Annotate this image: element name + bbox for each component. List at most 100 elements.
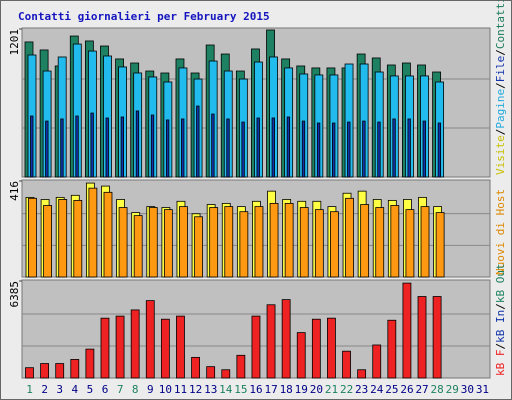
bar xyxy=(437,122,442,178)
bar xyxy=(420,206,430,278)
x-tick-label: 23 xyxy=(355,383,368,396)
bar xyxy=(311,318,321,379)
bar xyxy=(105,117,109,178)
x-tick-label: 19 xyxy=(295,383,308,396)
x-tick-label: 2 xyxy=(41,383,48,396)
x-tick-label: 28 xyxy=(431,383,444,396)
bar xyxy=(25,367,34,379)
bar xyxy=(194,216,203,278)
x-tick-label: 18 xyxy=(280,383,293,396)
bar xyxy=(299,207,309,278)
bar xyxy=(435,212,445,278)
side-label-part: Visite xyxy=(494,135,507,175)
chart-title: Contatti giornalieri per February 2015 xyxy=(18,10,270,23)
bar xyxy=(60,118,64,178)
bar xyxy=(372,344,382,379)
bar xyxy=(135,110,140,178)
side-label: Nuovi di Host xyxy=(494,189,507,275)
x-tick-label: 10 xyxy=(159,383,172,396)
side-label-part: / xyxy=(494,49,507,56)
x-tick-label: 12 xyxy=(189,383,202,396)
bar xyxy=(163,209,173,278)
x-tick-label: 9 xyxy=(147,383,154,396)
bar xyxy=(73,199,83,278)
bar xyxy=(120,116,124,178)
bar xyxy=(332,122,336,178)
bar xyxy=(251,315,261,379)
bar xyxy=(392,118,396,178)
x-tick-label: 16 xyxy=(249,383,262,396)
bar xyxy=(327,317,336,379)
bar xyxy=(286,116,291,178)
x-tick-label: 24 xyxy=(370,383,384,396)
x-tick-label: 25 xyxy=(385,383,398,396)
x-tick-label: 29 xyxy=(446,383,459,396)
side-label-part: / xyxy=(494,129,507,136)
side-label-part: kB In xyxy=(494,310,507,343)
bar xyxy=(179,206,188,278)
side-label-part: kB Out xyxy=(494,263,507,303)
bar xyxy=(284,202,294,278)
bar xyxy=(357,369,367,379)
side-label-part: Nuovi di Host xyxy=(494,189,507,275)
bar xyxy=(191,356,200,379)
bar xyxy=(58,199,68,278)
bar xyxy=(375,207,385,278)
bar xyxy=(30,115,34,178)
x-tick-label: 14 xyxy=(219,383,233,396)
bar xyxy=(405,209,415,278)
bar xyxy=(28,197,37,278)
x-tick-label: 31 xyxy=(476,383,489,396)
bar xyxy=(417,296,427,379)
bar xyxy=(150,114,155,178)
bar xyxy=(241,121,245,178)
bar xyxy=(360,204,370,278)
bar xyxy=(90,112,94,178)
y-tick-label: 416 xyxy=(8,181,21,201)
bar xyxy=(88,187,98,278)
x-tick-label: 27 xyxy=(415,383,428,396)
side-label-part: / xyxy=(494,303,507,310)
bar xyxy=(40,363,49,379)
bar xyxy=(160,318,170,379)
bar xyxy=(118,207,128,278)
bar xyxy=(209,207,219,278)
bar xyxy=(296,332,306,379)
bar xyxy=(176,315,185,379)
x-tick-label: 22 xyxy=(340,383,353,396)
bar xyxy=(330,211,339,278)
bar xyxy=(145,300,155,379)
bar xyxy=(362,120,366,178)
side-label-part: File xyxy=(494,56,507,83)
bar xyxy=(55,363,65,379)
side-label-part: Contatti xyxy=(494,0,507,49)
bar xyxy=(347,121,351,178)
bar xyxy=(70,359,80,379)
side-label-part: / xyxy=(494,343,507,350)
bar xyxy=(316,122,321,178)
x-tick-label: 5 xyxy=(87,383,94,396)
bar xyxy=(254,206,264,278)
x-tick-label: 20 xyxy=(310,383,323,396)
bar xyxy=(422,120,426,178)
bar xyxy=(196,105,200,178)
x-tick-label: 15 xyxy=(234,383,247,396)
bar xyxy=(206,366,216,379)
bar xyxy=(269,202,279,278)
bar xyxy=(165,119,170,178)
bar xyxy=(103,191,113,278)
bar xyxy=(342,350,351,379)
bar xyxy=(45,120,49,178)
bar xyxy=(281,299,291,379)
bar xyxy=(407,118,411,178)
y-tick-label: 6385 xyxy=(8,281,21,308)
bar xyxy=(148,207,158,278)
bar xyxy=(224,206,234,278)
bar xyxy=(115,315,125,379)
bar xyxy=(221,369,231,379)
bar xyxy=(226,118,230,178)
side-label-part: / xyxy=(494,82,507,89)
bar xyxy=(301,120,306,178)
bar xyxy=(236,354,246,379)
